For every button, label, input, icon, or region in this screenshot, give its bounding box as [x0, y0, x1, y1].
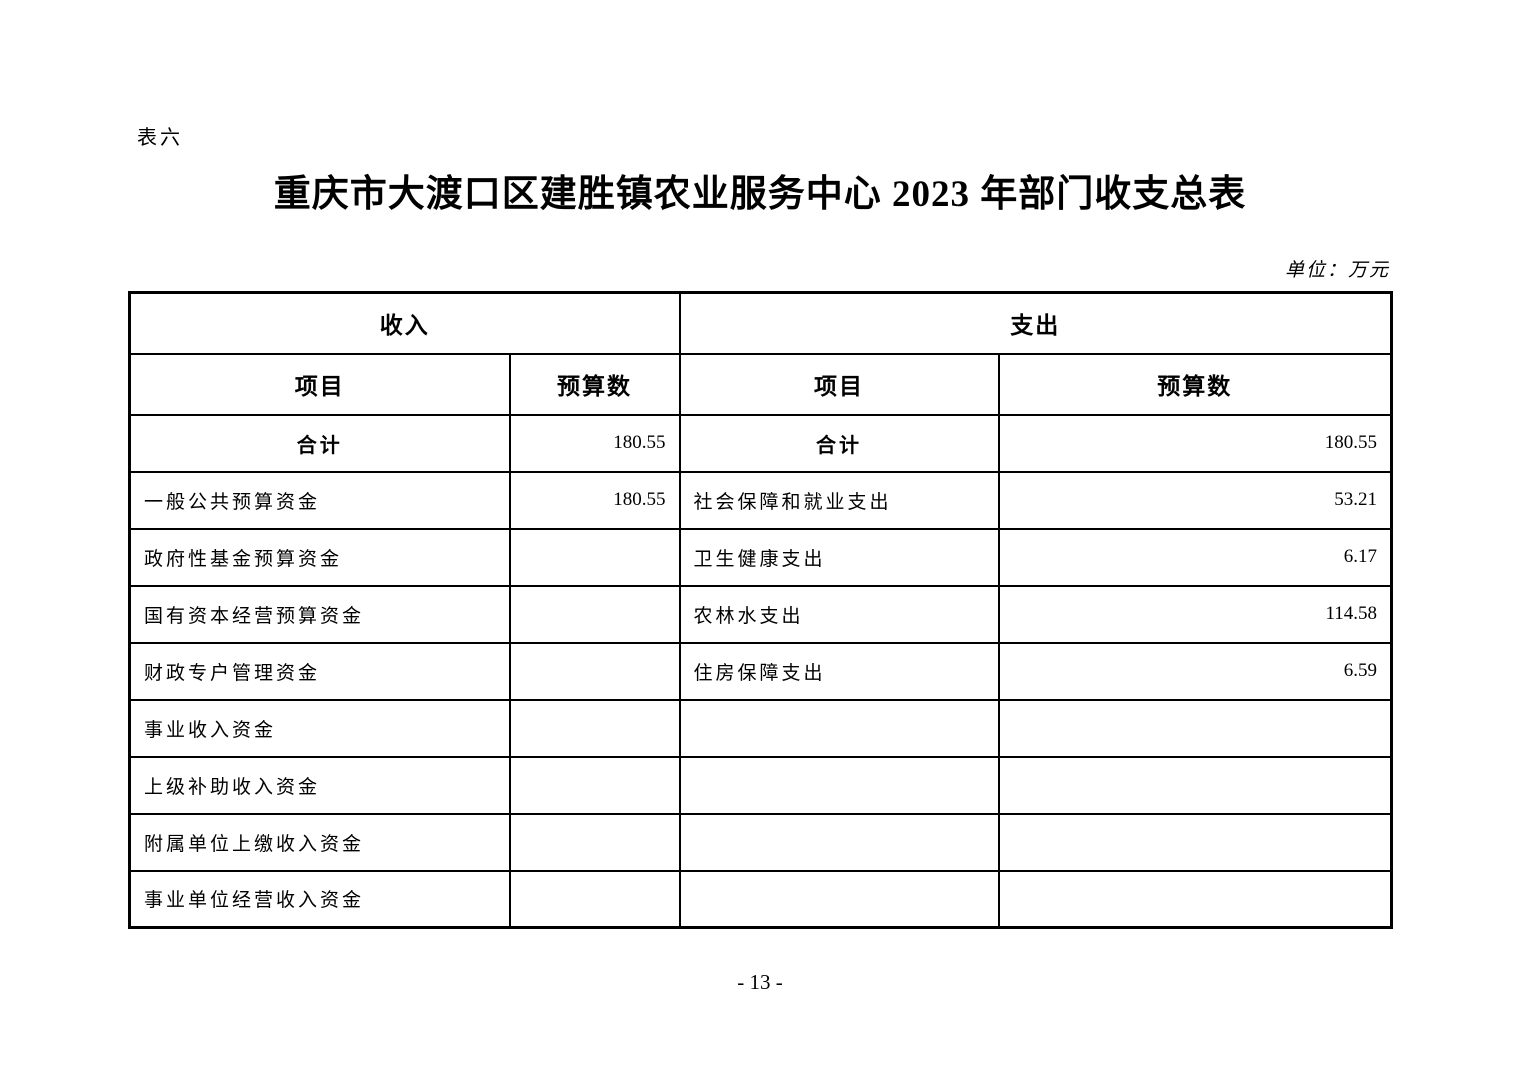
- column-header-row: 项目 预算数 项目 预算数: [128, 352, 1393, 416]
- table-row: 政府性基金预算资金 卫生健康支出 6.17: [128, 527, 1393, 587]
- expense-budget-cell: 53.21: [997, 470, 1393, 530]
- income-budget-cell: 180.55: [508, 413, 681, 473]
- income-section-header: 收入: [128, 291, 681, 355]
- expense-budget-cell: [997, 812, 1393, 872]
- unit-label: 单位：万元: [1284, 260, 1390, 281]
- expense-item-cell: 合计: [678, 413, 1000, 473]
- income-item-cell: 国有资本经营预算资金: [128, 584, 511, 644]
- expense-budget-cell: 180.55: [997, 413, 1393, 473]
- income-item-cell: 事业收入资金: [128, 698, 511, 758]
- income-budget-cell: [508, 527, 681, 587]
- expense-item-cell: 住房保障支出: [678, 641, 1000, 701]
- expense-item-cell: [678, 755, 1000, 815]
- table-number-label: 表六: [137, 127, 183, 149]
- expense-budget-cell: 6.59: [997, 641, 1393, 701]
- income-item-column-header: 项目: [128, 352, 511, 416]
- income-item-cell: 合计: [128, 413, 511, 473]
- section-header-row: 收入 支出: [128, 291, 1393, 355]
- table-row: 事业收入资金: [128, 698, 1393, 758]
- income-budget-column-header: 预算数: [508, 352, 681, 416]
- table-row: 事业单位经营收入资金: [128, 869, 1393, 929]
- income-budget-cell: 180.55: [508, 470, 681, 530]
- expense-budget-cell: [997, 869, 1393, 929]
- expense-budget-cell: 6.17: [997, 527, 1393, 587]
- table-row-total: 合计 180.55 合计 180.55: [128, 413, 1393, 473]
- table-row: 附属单位上缴收入资金: [128, 812, 1393, 872]
- income-budget-cell: [508, 698, 681, 758]
- income-item-cell: 事业单位经营收入资金: [128, 869, 511, 929]
- income-item-cell: 上级补助收入资金: [128, 755, 511, 815]
- expense-item-cell: [678, 869, 1000, 929]
- expense-item-column-header: 项目: [678, 352, 1000, 416]
- income-budget-cell: [508, 584, 681, 644]
- expense-item-cell: [678, 812, 1000, 872]
- table-row: 财政专户管理资金 住房保障支出 6.59: [128, 641, 1393, 701]
- table-row: 上级补助收入资金: [128, 755, 1393, 815]
- income-budget-cell: [508, 641, 681, 701]
- table-row: 国有资本经营预算资金 农林水支出 114.58: [128, 584, 1393, 644]
- income-budget-cell: [508, 755, 681, 815]
- table-row: 一般公共预算资金 180.55 社会保障和就业支出 53.21: [128, 470, 1393, 530]
- expense-item-cell: 社会保障和就业支出: [678, 470, 1000, 530]
- income-item-cell: 一般公共预算资金: [128, 470, 511, 530]
- expense-budget-cell: [997, 755, 1393, 815]
- expense-item-cell: 卫生健康支出: [678, 527, 1000, 587]
- income-budget-cell: [508, 869, 681, 929]
- income-item-cell: 政府性基金预算资金: [128, 527, 511, 587]
- income-item-cell: 财政专户管理资金: [128, 641, 511, 701]
- income-budget-cell: [508, 812, 681, 872]
- expense-budget-column-header: 预算数: [997, 352, 1393, 416]
- page-title: 重庆市大渡口区建胜镇农业服务中心 2023 年部门收支总表: [273, 174, 1247, 215]
- budget-summary-table: 收入 支出 项目 预算数 项目 预算数 合计 180.55 合计 180.55 …: [128, 291, 1393, 929]
- expense-item-cell: 农林水支出: [678, 584, 1000, 644]
- expense-item-cell: [678, 698, 1000, 758]
- expense-budget-cell: 114.58: [997, 584, 1393, 644]
- page-number: - 13 -: [737, 970, 783, 994]
- expense-budget-cell: [997, 698, 1393, 758]
- income-item-cell: 附属单位上缴收入资金: [128, 812, 511, 872]
- expense-section-header: 支出: [678, 291, 1393, 355]
